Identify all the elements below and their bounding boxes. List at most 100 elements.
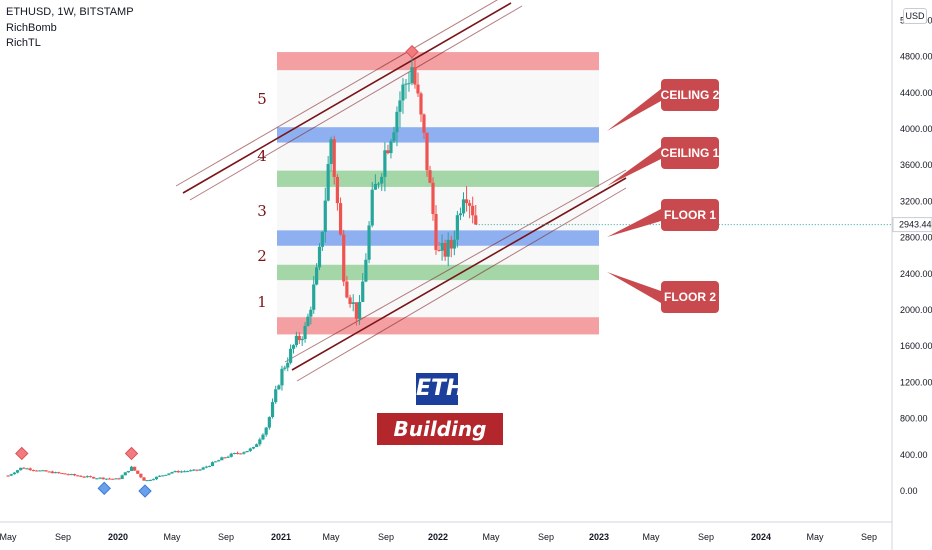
candle-body: [351, 302, 355, 304]
candle-body: [455, 215, 459, 240]
candle-body: [380, 176, 384, 184]
level-number: 1: [257, 293, 267, 311]
candle-body: [289, 348, 293, 363]
candle-body: [431, 182, 435, 215]
symbol-title[interactable]: ETHUSD, 1W, BITSTAMP: [6, 6, 134, 18]
candle-body: [309, 309, 313, 317]
candle-body: [294, 335, 299, 346]
eth-label: ETH: [416, 373, 464, 405]
level-number: 5: [257, 90, 267, 108]
candle-body: [326, 163, 330, 201]
candle-body: [85, 476, 89, 478]
candle-body: [28, 468, 32, 471]
candle-body: [47, 471, 51, 473]
candle-body: [306, 316, 310, 326]
callout-pointer: [607, 147, 661, 186]
candle-body: [312, 284, 316, 310]
callout-label: FLOOR 2: [664, 290, 716, 304]
candle-body: [261, 434, 265, 440]
candle-body: [367, 225, 371, 260]
candle-body: [239, 453, 243, 455]
time-tick-label: May: [642, 532, 660, 542]
channel-line: [284, 169, 627, 363]
level-number: 4: [257, 147, 267, 165]
zone-floor-2: [277, 264, 599, 281]
candle-body: [229, 453, 233, 457]
candle-body: [15, 470, 20, 473]
candle-body: [332, 139, 336, 177]
callout-box: [661, 79, 719, 111]
sell-diamond-icon: [15, 446, 29, 461]
time-tick-label: Sep: [698, 532, 714, 542]
signal-markers: [15, 44, 419, 498]
price-tick-label: 1200.00: [900, 377, 932, 387]
candle-body: [300, 338, 304, 341]
price-tick-label: 4800.00: [900, 52, 932, 62]
candle-body: [354, 302, 358, 319]
time-tick-label: May: [0, 532, 17, 542]
zone-floor-1: [277, 230, 599, 246]
last-price-label: 2943.44: [899, 220, 932, 230]
time-tick-label: 2021: [271, 532, 291, 542]
candle-body: [348, 297, 352, 304]
time-axis[interactable]: May Sep 2020 May Sep 2021 May Sep 2022 May Sep 2023…: [0, 532, 877, 542]
indicator-richbomb[interactable]: RichBomb: [6, 22, 57, 34]
time-tick-label: 2024: [751, 532, 771, 542]
candle-body: [410, 67, 414, 84]
candle-body: [264, 427, 268, 435]
candle-body: [154, 476, 159, 480]
time-tick-label: May: [806, 532, 824, 542]
candle-body: [392, 132, 396, 142]
candle-body: [440, 242, 444, 251]
currency-badge[interactable]: USD: [903, 8, 927, 24]
candle-body: [277, 385, 281, 390]
price-tick-label: 3200.00: [900, 196, 932, 206]
candle-body: [434, 214, 438, 250]
candle-body: [286, 362, 290, 368]
time-tick-label: 2023: [589, 532, 609, 542]
candle-body: [370, 189, 374, 226]
candle-body: [419, 93, 423, 115]
sell-diamond-icon: [124, 446, 139, 461]
time-tick-label: Sep: [218, 532, 234, 542]
price-tick-label: 4400.00: [900, 88, 932, 98]
candle-body: [176, 471, 180, 473]
callout-box: [661, 199, 719, 231]
price-tick-label: 2400.00: [900, 269, 932, 279]
candle-body: [63, 473, 67, 475]
candle-body: [357, 301, 362, 319]
last-price-tag: [892, 217, 932, 233]
candle-body: [111, 478, 115, 480]
candle-body: [19, 467, 23, 471]
time-tick-label: Sep: [55, 532, 71, 542]
candle-body: [201, 467, 205, 470]
price-tick-label: 4000.00: [900, 124, 932, 134]
candle-body: [255, 444, 259, 447]
candle-body: [38, 470, 42, 472]
candle-body: [142, 477, 146, 481]
candle-body: [170, 472, 174, 474]
channel-line: [189, 5, 523, 201]
time-tick-label: May: [482, 532, 500, 542]
sell-diamond-icon: [405, 44, 419, 59]
price-axis[interactable]: 5200.004800.004400.004000.003600.003200.…: [892, 15, 932, 496]
candle-body: [258, 439, 262, 445]
candle-body: [88, 476, 93, 478]
candle-body: [136, 470, 140, 474]
candle-body: [395, 111, 399, 133]
indicator-richtl[interactable]: RichTL: [6, 37, 41, 49]
time-tick-label: Sep: [378, 532, 394, 542]
candle-body: [164, 474, 168, 476]
callout-label: CEILING 1: [661, 146, 720, 160]
candle-body: [198, 469, 202, 471]
price-tick-label: 800.00: [900, 414, 928, 424]
candle-body: [207, 466, 211, 468]
candle-body: [9, 474, 13, 476]
candle-body: [437, 249, 441, 251]
channel-line: [296, 187, 627, 382]
candle-body: [317, 246, 322, 268]
time-tick-label: 2020: [108, 532, 128, 542]
candle-body: [189, 470, 193, 472]
time-tick-label: Sep: [861, 532, 877, 542]
